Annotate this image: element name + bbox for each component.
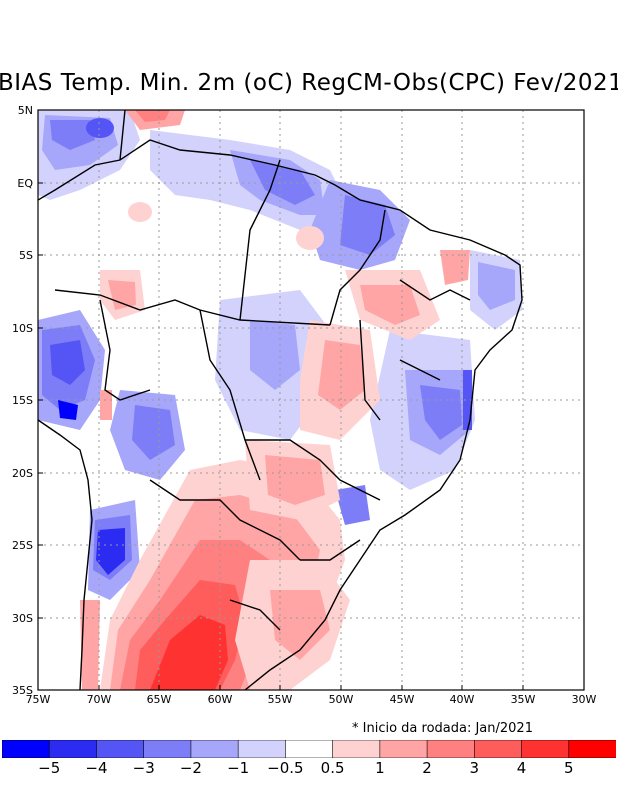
lat-tick-label: 15S	[12, 394, 33, 407]
lat-tick-label: 10S	[12, 322, 33, 335]
lon-tick-label: 70W	[87, 693, 112, 706]
lat-ticks	[38, 182, 43, 619]
map-panel: 5N EQ 5S 10S 15S 20S 25S 30S 35S 75W 70W…	[0, 100, 618, 720]
lat-tick-label: 20S	[12, 467, 33, 480]
lat-tick-label: 5S	[19, 249, 33, 262]
lon-axis: 75W 70W 65W 60W 55W 50W 45W 40W 35W 30W	[26, 693, 597, 706]
colorbar-swatch	[568, 740, 616, 758]
colorbar-swatch	[190, 740, 239, 758]
colorbar-label: −4	[85, 759, 108, 777]
colorbar-label: 1	[375, 759, 385, 777]
lon-tick-label: 65W	[147, 693, 172, 706]
lat-tick-label: 25S	[12, 539, 33, 552]
colorbar-swatch	[379, 740, 428, 758]
colorbar-swatch	[143, 740, 192, 758]
map-title: BIAS Temp. Min. 2m (oC) RegCM-Obs(CPC) F…	[0, 70, 618, 96]
colorbar-swatch	[285, 740, 334, 758]
colorbar-swatch	[521, 740, 570, 758]
colorbar-label: −2	[179, 759, 202, 777]
colorbar-swatch	[332, 740, 381, 758]
lon-tick-label: 75W	[26, 693, 51, 706]
lon-tick-label: 50W	[329, 693, 354, 706]
lon-tick-label: 35W	[511, 693, 536, 706]
colorbar-swatch	[48, 740, 98, 758]
lon-tick-label: 60W	[208, 693, 233, 706]
lon-ticks	[98, 685, 524, 690]
colorbar-label: −0.5	[267, 759, 304, 777]
run-start-note: * Inicio da rodada: Jan/2021	[352, 721, 533, 736]
colorbar-swatch	[474, 740, 523, 758]
lon-tick-label: 55W	[268, 693, 293, 706]
colorbar-swatch	[2, 740, 51, 758]
lon-tick-label: 30W	[572, 693, 597, 706]
lat-tick-label: 5N	[18, 104, 33, 117]
colorbar-swatch	[237, 740, 287, 758]
lat-axis: 5N EQ 5S 10S 15S 20S 25S 30S 35S	[12, 104, 33, 697]
colorbar-labels: −5 −4 −3 −2 −1 −0.5 0.5 1 2 3 4 5	[2, 758, 616, 782]
colorbar-label: 4	[516, 759, 527, 777]
lat-tick-label: 30S	[12, 612, 33, 625]
colorbar-label: 0.5	[320, 759, 345, 777]
lon-tick-label: 45W	[390, 693, 415, 706]
lat-tick-label: 35S	[12, 684, 33, 697]
colorbar-label: −1	[227, 759, 250, 777]
bias-map: 5N EQ 5S 10S 15S 20S 25S 30S 35S 75W 70W…	[12, 104, 597, 706]
colorbar-label: 3	[469, 759, 480, 777]
colorbar-label: 2	[422, 759, 432, 777]
colorbar-label: −5	[38, 759, 61, 777]
colorbar-swatch	[426, 740, 476, 758]
grid-lines	[38, 110, 584, 690]
lon-tick-label: 40W	[450, 693, 475, 706]
coastline-borders	[38, 110, 523, 690]
colorbar-label: −3	[132, 759, 155, 777]
colorbar-swatch	[96, 740, 145, 758]
colorbar	[2, 740, 616, 758]
colorbar-label: 5	[563, 759, 574, 777]
lat-tick-label: EQ	[17, 177, 33, 190]
